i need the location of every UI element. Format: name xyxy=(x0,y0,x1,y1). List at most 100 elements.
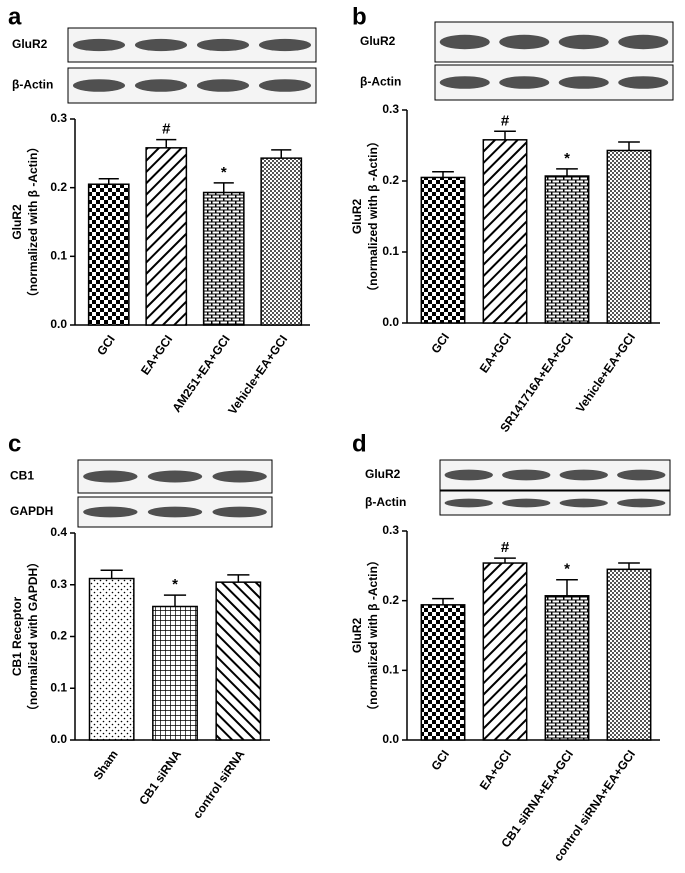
x-tick-label: CB1 siRNA xyxy=(136,747,184,807)
error-bar xyxy=(227,574,250,583)
y-axis-label: （normalized with GAPDH） xyxy=(25,556,40,717)
y-axis-label: GluR2 xyxy=(350,618,364,654)
significance-mark: * xyxy=(221,164,227,181)
error-bar xyxy=(618,562,640,570)
blot-band xyxy=(444,498,493,508)
y-axis-label: GluR2 xyxy=(10,204,24,240)
blot-band xyxy=(444,469,493,481)
error-bar xyxy=(156,138,177,148)
panel-letter: c xyxy=(8,430,21,457)
x-tick-label: SR141716A+EA+GCI xyxy=(497,331,576,435)
blot-band xyxy=(558,34,609,50)
blot-label: β-Actin xyxy=(360,75,401,89)
blot-label: β-Actin xyxy=(12,78,53,92)
blot-band xyxy=(72,38,126,52)
error-bar xyxy=(271,149,292,159)
bar xyxy=(606,568,652,741)
blot-band xyxy=(502,498,551,508)
x-tick-label: control siRNA xyxy=(190,747,248,821)
bar xyxy=(606,149,652,324)
blot-band xyxy=(559,498,608,508)
blot-band xyxy=(196,79,250,92)
error-bar xyxy=(213,182,234,193)
y-tick-label: 0.4 xyxy=(50,525,67,539)
x-tick-label: EA+GCI xyxy=(477,748,514,793)
error-bar xyxy=(98,177,119,185)
blot-band xyxy=(83,506,138,518)
bar xyxy=(420,176,466,324)
blot-band xyxy=(134,38,188,52)
x-tick-label: EA+GCI xyxy=(477,331,514,376)
y-tick-label: 0.2 xyxy=(382,593,399,607)
error-bar xyxy=(618,141,640,151)
x-tick-label: GCI xyxy=(94,333,118,359)
blot-label: CB1 xyxy=(10,469,34,483)
blot-band xyxy=(499,34,550,50)
blot-label: GluR2 xyxy=(12,37,48,51)
bar xyxy=(145,147,188,326)
x-tick-label: Vehicle+EA+GCI xyxy=(573,331,638,416)
bar xyxy=(482,139,528,324)
y-axis-label: （normalized with β -Actin） xyxy=(365,135,380,298)
significance-mark: # xyxy=(501,539,510,556)
blot-band xyxy=(147,470,203,483)
x-tick-label: Sham xyxy=(91,748,121,783)
blot-band xyxy=(618,76,669,89)
blot-band xyxy=(83,470,138,483)
error-bar xyxy=(556,168,578,177)
x-tick-label: EA+GCI xyxy=(138,333,175,378)
bar xyxy=(544,175,590,324)
blot-band xyxy=(439,34,490,50)
y-tick-label: 0.2 xyxy=(50,629,67,643)
bar xyxy=(260,157,303,326)
blot-band xyxy=(72,79,126,92)
significance-mark: * xyxy=(172,576,178,593)
error-bar xyxy=(163,594,187,607)
significance-mark: # xyxy=(162,121,171,138)
blot-label: GluR2 xyxy=(360,34,396,48)
y-tick-label: 0.1 xyxy=(50,680,67,694)
bar xyxy=(215,581,262,741)
blot-band xyxy=(147,506,203,518)
blot-band xyxy=(196,38,250,52)
bar xyxy=(482,562,528,741)
y-tick-label: 0.3 xyxy=(50,577,67,591)
blot-band xyxy=(258,38,312,52)
y-tick-label: 0.0 xyxy=(382,732,399,746)
y-tick-label: 0.0 xyxy=(50,317,67,331)
bar xyxy=(544,595,590,741)
blot-band xyxy=(134,79,188,92)
y-tick-label: 0.3 xyxy=(50,111,67,125)
y-axis-label: （normalized with β -Actin） xyxy=(25,141,40,304)
blot-band xyxy=(439,76,490,89)
blot-label: GluR2 xyxy=(365,467,401,481)
panel-letter: d xyxy=(352,430,367,457)
blot-band xyxy=(212,506,267,518)
error-bar xyxy=(494,130,516,140)
x-tick-label: AM251+EA+GCI xyxy=(169,333,232,415)
x-tick-label: GCI xyxy=(428,748,452,774)
bar xyxy=(202,191,245,326)
y-tick-label: 0.3 xyxy=(382,102,399,116)
bar xyxy=(152,605,198,741)
bar xyxy=(420,604,466,741)
y-axis-label: GluR2 xyxy=(350,199,364,235)
x-tick-label: GCI xyxy=(428,331,452,357)
y-tick-label: 0.1 xyxy=(382,663,399,677)
error-bar xyxy=(494,557,516,564)
y-tick-label: 0.0 xyxy=(50,732,67,746)
blot-band xyxy=(618,34,669,50)
y-tick-label: 0.0 xyxy=(382,315,399,329)
error-bar xyxy=(556,579,578,596)
bar xyxy=(88,577,135,741)
error-bar xyxy=(432,597,454,605)
blot-band xyxy=(617,469,666,481)
error-bar xyxy=(100,569,123,579)
blot-band xyxy=(617,498,666,508)
y-tick-label: 0.1 xyxy=(50,249,67,263)
y-tick-label: 0.3 xyxy=(382,523,399,537)
significance-mark: * xyxy=(564,561,570,578)
x-tick-label: Vehicle+EA+GCI xyxy=(225,333,290,418)
panel-letter: b xyxy=(352,3,367,30)
